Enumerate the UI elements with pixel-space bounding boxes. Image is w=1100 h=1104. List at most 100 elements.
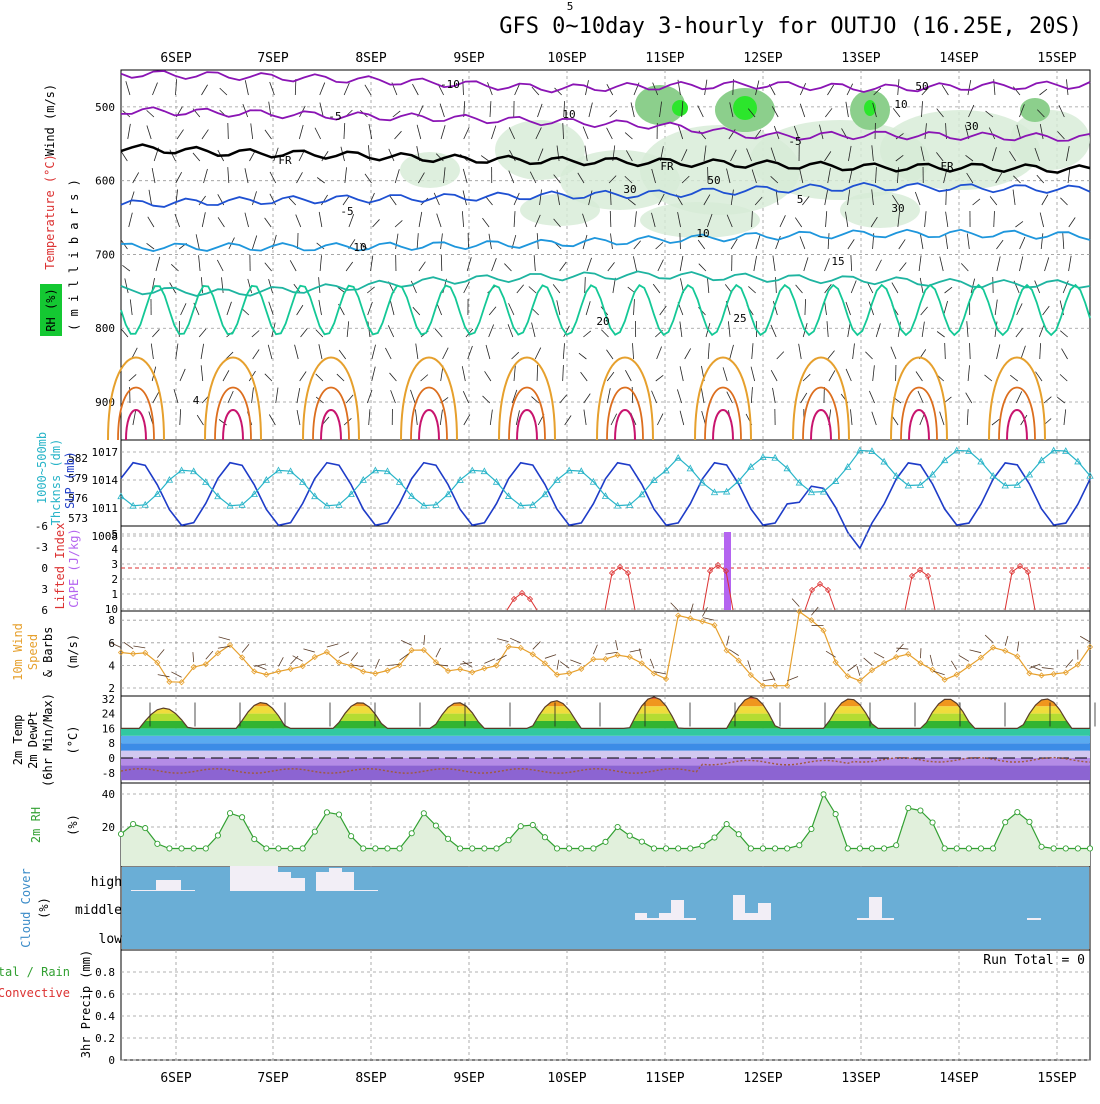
ua-barb-7-3 [196,234,199,249]
temp-tick-3: 8 [108,737,115,750]
bottom-date-0: 6SEP [160,1071,191,1086]
precip-tick-4: 0 [108,1054,115,1067]
ua-barb-12-32 [891,347,896,359]
ua-barb-8-9 [346,262,353,271]
ua-barb-6-21 [635,211,637,227]
ua-barb-0-3 [201,85,207,95]
rh-marker-62 [869,846,874,851]
cloud-mid-11 [1027,918,1041,920]
wind-barb-32 [497,639,508,642]
wind-barb-17 [327,644,338,647]
rh-marker-50 [724,822,729,827]
rh-marker-65 [906,805,911,810]
ua-barb-14-22 [652,391,657,403]
rh-marker-15 [300,846,305,851]
ua-barb-0-38 [1039,89,1046,95]
ua-barb-15-0 [133,410,136,425]
ua-barb-7-29 [828,233,829,249]
precip-tick-3: 0.2 [95,1032,115,1045]
rh-marker-37 [567,846,572,851]
ua-barb-10-38 [1043,306,1050,315]
ua-barb-14-5 [252,387,254,403]
ua-barb-0-29 [827,85,833,95]
ua-barb-12-29 [828,351,835,359]
temp2m-unit: (°C) [66,726,80,755]
ua-barb-2-21 [625,133,632,139]
wind-barb-61 [857,666,860,676]
wind-barb-8 [218,646,230,648]
ua-barb-12-17 [535,348,541,359]
top-date-2: 8SEP [355,51,386,66]
cloud-mid-7 [758,903,771,920]
ua-barb-15-7 [297,410,300,425]
temp-tick-4: 0 [108,752,115,765]
ua-barb-13-36 [985,375,992,381]
ua-barb-6-6 [265,218,272,227]
cloud-high-7 [329,868,342,891]
ua-barb-8-24 [699,264,706,271]
ua-barb-11-3 [199,329,206,337]
ua-barb-10-6 [269,302,274,315]
ua-barb-9-34 [945,287,952,293]
ua-barb-11-9 [347,321,349,337]
lobe-magenta-6 [713,410,733,440]
bottom-date-7: 13SEP [841,1071,880,1086]
ua-barb-0-10 [365,85,371,95]
ua-barb-5-13 [434,193,439,205]
rh-marker-68 [942,846,947,851]
ua-barb-12-20 [606,350,613,359]
rh-marker-63 [881,846,886,851]
contour-label-19: 50 [707,174,720,187]
ua-barb-12-22 [657,347,662,359]
rh-marker-78 [1063,846,1068,851]
ua-barb-12-10 [372,345,376,359]
contour-label-16: 10 [894,98,907,111]
ua-barb-15-15 [490,410,492,425]
ua-barb-7-12 [417,233,418,249]
ua-barb-6-8 [319,212,322,227]
ua-barb-5-8 [321,195,327,205]
ua-ytick-0: 500 [95,101,115,114]
lobe-orange-7 [793,358,849,441]
precip-conv-label: Convective [0,986,70,1000]
ua-barb-12-24 [708,343,709,359]
rh-marker-1 [131,821,136,826]
ua-barb-11-0 [121,329,128,337]
ua-barb-12-8 [319,344,322,359]
ua-barb-11-35 [967,321,968,337]
ua-barb-14-35 [966,393,972,403]
ua-barb-8-18 [560,262,567,271]
contour-label-7: 5 [797,193,804,206]
slp-line [121,463,1090,549]
ua-barb-2-1 [147,125,151,139]
ua-barb-4-2 [176,172,182,183]
slp-tick-0: 1017 [92,446,119,459]
rh-marker-43 [639,839,644,844]
ua-barb-14-12 [410,390,415,403]
ua-barb-11-38 [1039,324,1044,337]
contour-label-9: 10 [353,241,366,254]
li-tick-4: 6 [41,604,48,617]
ua-barb-9-6 [269,279,273,293]
ua-barb-15-31 [872,412,876,425]
ua-barb-1-20 [610,110,617,117]
ua-barb-6-37 [1015,221,1023,227]
rh-marker-38 [579,846,584,851]
ua-barb-1-5 [243,104,248,117]
wind-barb-9 [219,637,230,640]
temp-tick-5: -8 [102,767,115,780]
lobe-orange-4 [499,358,555,441]
wind-barb-50 [727,636,729,646]
rh-marker-22 [385,846,390,851]
ua-ytick-3: 800 [95,322,115,335]
temp-tick-2: 16 [102,722,115,735]
rh-marker-54 [772,846,777,851]
wind-barb-10 [242,644,249,652]
ua-barb-2-11 [395,131,402,139]
